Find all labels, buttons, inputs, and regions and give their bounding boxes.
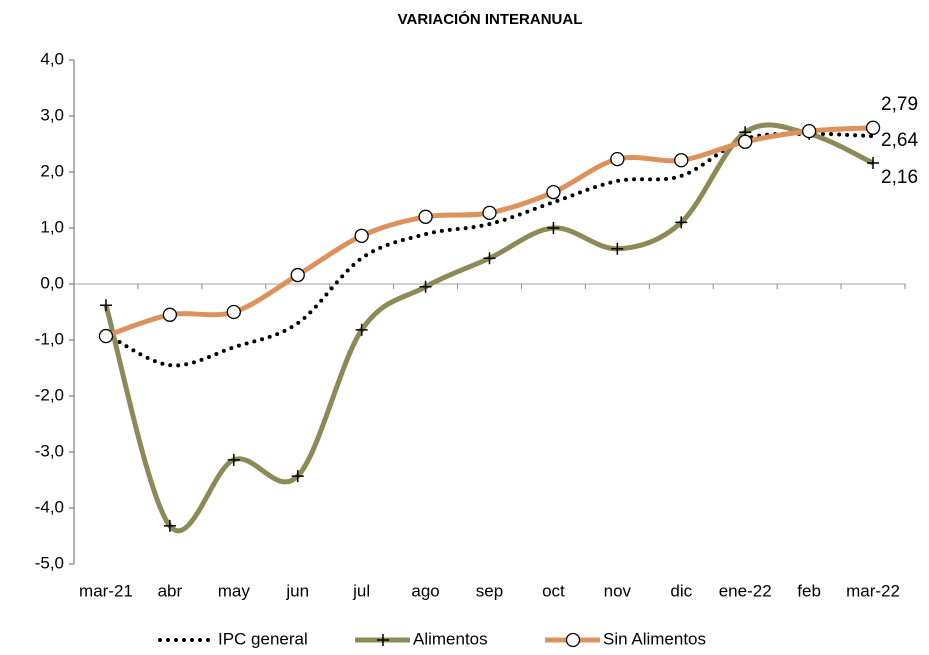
y-tick-label: -1,0 <box>35 329 64 348</box>
x-tick-label: nov <box>604 581 632 600</box>
point-marker <box>162 307 178 322</box>
x-tick-label: ago <box>411 581 439 600</box>
y-tick-label: 1,0 <box>40 217 64 236</box>
point-marker <box>98 328 114 344</box>
series-line <box>103 131 876 368</box>
point-marker <box>99 299 112 312</box>
value-label: 2,79 <box>881 94 918 115</box>
legend-label: Alimentos <box>413 629 488 648</box>
x-tick-label: ene-22 <box>719 581 772 600</box>
x-tick-label: jun <box>285 581 309 600</box>
point-marker <box>291 470 304 483</box>
y-tick-label: -2,0 <box>35 385 64 404</box>
point-marker <box>226 304 241 320</box>
point-marker <box>163 519 176 532</box>
point-marker <box>674 153 689 168</box>
y-tick-label: -4,0 <box>35 497 64 516</box>
point-marker <box>290 267 305 283</box>
x-tick-label: may <box>218 581 251 600</box>
y-tick-label: -5,0 <box>35 553 64 572</box>
point-marker <box>610 151 625 167</box>
point-marker <box>419 280 432 293</box>
legend-label: Sin Alimentos <box>603 629 706 648</box>
point-marker <box>801 123 817 139</box>
point-marker <box>418 209 433 224</box>
point-marker <box>483 252 496 265</box>
y-tick-label: -3,0 <box>35 441 64 460</box>
legend-marker <box>565 632 581 648</box>
legend-marker <box>377 634 389 646</box>
series-line <box>103 122 875 534</box>
point-marker <box>865 120 881 135</box>
point-marker <box>227 453 240 466</box>
point-marker <box>611 242 624 255</box>
series-line <box>105 125 874 339</box>
x-tick-label: feb <box>797 581 821 600</box>
x-tick-label: mar-21 <box>79 581 133 600</box>
y-tick-label: 2,0 <box>40 161 64 180</box>
x-tick-label: sep <box>476 581 503 600</box>
value-label: 2,16 <box>881 167 918 188</box>
y-tick-label: 3,0 <box>40 105 64 124</box>
x-tick-label: jul <box>352 581 370 600</box>
y-tick-label: 4,0 <box>40 49 64 68</box>
point-marker <box>547 222 560 234</box>
x-tick-label: oct <box>542 581 565 600</box>
point-marker <box>354 228 369 243</box>
point-marker <box>738 134 753 149</box>
point-marker <box>482 205 497 221</box>
x-tick-label: dic <box>670 581 692 600</box>
point-marker <box>546 185 561 200</box>
chart-title: VARIACIÓN INTERANUAL <box>398 10 583 28</box>
x-tick-label: mar-22 <box>846 581 900 600</box>
value-label: 2,64 <box>881 130 918 151</box>
x-tick-label: abr <box>158 581 183 600</box>
point-marker <box>675 216 688 229</box>
point-marker <box>867 157 880 170</box>
point-marker <box>355 323 368 336</box>
y-tick-label: 0,0 <box>40 273 64 292</box>
legend-label: IPC general <box>218 629 308 648</box>
